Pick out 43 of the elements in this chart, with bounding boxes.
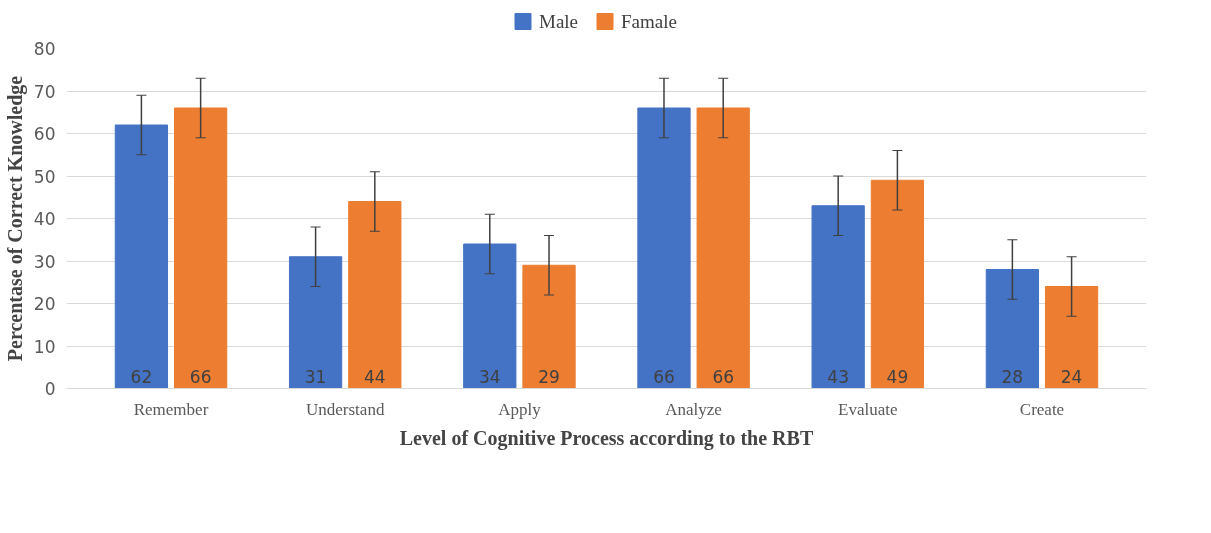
x-tick-label: Analyze — [665, 399, 722, 419]
x-tick-label: Apply — [498, 399, 542, 419]
data-label: 34 — [478, 366, 501, 387]
x-tick-label: Remember — [133, 399, 209, 419]
x-axis-title: Level of Cognitive Process according to the RBT — [399, 426, 814, 450]
y-axis-title: Percentase of Correct Knowledge — [3, 75, 27, 362]
data-label: 66 — [712, 366, 735, 387]
y-tick-label: 10 — [33, 336, 56, 357]
data-label: 49 — [886, 366, 909, 387]
legend-label: Male — [539, 11, 579, 32]
y-tick-label: 50 — [33, 166, 56, 187]
bar — [1044, 286, 1099, 389]
y-tick-label: 20 — [33, 294, 56, 314]
data-label: 28 — [1001, 366, 1024, 387]
bar — [288, 256, 343, 389]
y-tick-label: 40 — [33, 209, 56, 229]
data-label: 62 — [130, 366, 153, 387]
bar — [174, 107, 228, 389]
bar — [870, 179, 925, 389]
y-tick-label: 70 — [33, 81, 56, 102]
legend-label: Famale — [621, 11, 677, 32]
data-label: 44 — [364, 366, 386, 387]
data-label: 24 — [1060, 366, 1083, 387]
data-label: 66 — [189, 366, 212, 387]
bar — [985, 269, 1039, 389]
x-tick-label: Evaluate — [838, 399, 898, 419]
y-tick-label: 30 — [33, 251, 56, 272]
x-tick-label: Understand — [306, 399, 385, 419]
bar — [637, 107, 691, 389]
y-tick-label: 80 — [33, 39, 56, 59]
y-tick-label: 0 — [44, 379, 56, 399]
data-label: 31 — [304, 366, 327, 387]
bar — [114, 124, 169, 389]
bar — [522, 264, 576, 389]
bar — [811, 205, 865, 389]
y-tick-label: 60 — [33, 124, 56, 144]
data-label: 43 — [827, 366, 849, 387]
x-tick-label: Create — [1019, 399, 1065, 419]
bar — [696, 107, 750, 389]
data-label: 66 — [653, 366, 675, 387]
bar — [463, 243, 517, 389]
bar — [348, 201, 402, 389]
data-label: 29 — [538, 366, 560, 387]
